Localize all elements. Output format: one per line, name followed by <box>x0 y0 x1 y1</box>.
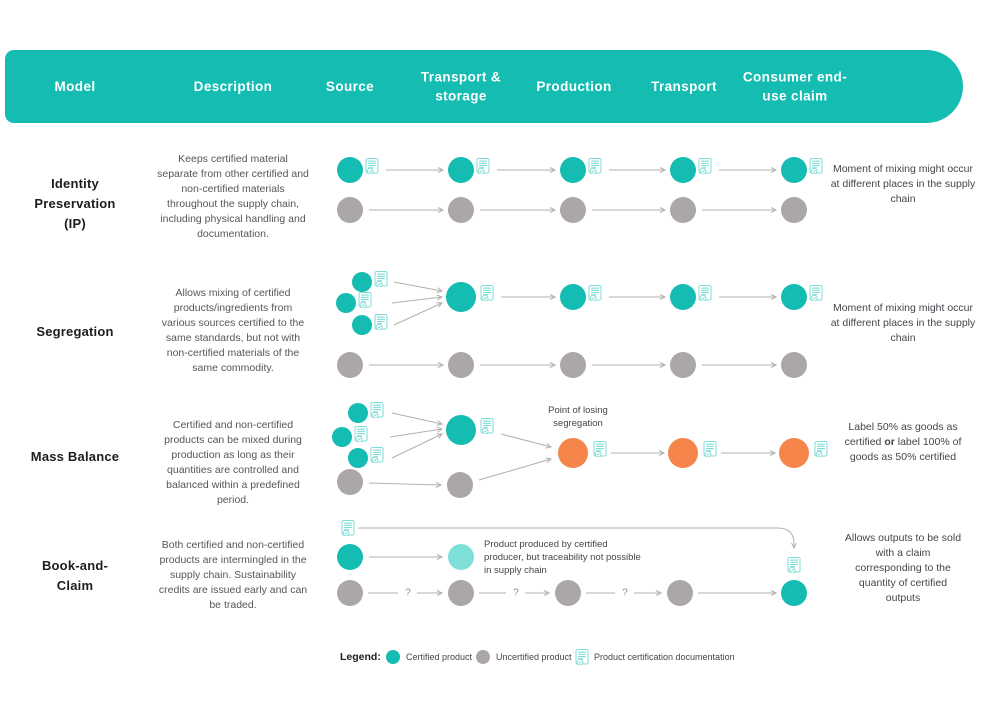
legend-label: Legend: <box>340 651 381 663</box>
column-header-transport-storage: Transport & storage <box>420 68 502 104</box>
certified-product-node <box>781 580 807 606</box>
uncertified-product-node <box>781 352 807 378</box>
certification-document-icon <box>358 292 372 308</box>
certified-product-node <box>560 157 586 183</box>
model-description: Allows mixing of certified products/ingr… <box>161 287 305 374</box>
certification-document-icon <box>809 158 823 174</box>
column-header-description: Description <box>193 78 273 94</box>
uncertified-product-node <box>337 580 363 606</box>
uncertified-product-node <box>670 352 696 378</box>
certification-document-icon <box>480 285 494 301</box>
note-text-bold: or <box>884 435 895 448</box>
model-name-identity-preservation: Identity Preservation (IP) <box>34 176 116 232</box>
certified-product-node <box>337 157 363 183</box>
certification-document-icon <box>698 285 712 301</box>
row-note: Moment of mixing might occur at differen… <box>830 302 976 344</box>
column-header-transport: Transport <box>651 78 717 94</box>
model-name-mass-balance: Mass Balance <box>30 449 120 464</box>
certified-product-node <box>560 284 586 310</box>
certification-document-icon <box>588 285 602 301</box>
certified-product-node <box>336 293 356 313</box>
untraceable-certified-product-node <box>448 544 474 570</box>
certified-product-node <box>352 315 372 335</box>
uncertainty-question-mark: ? <box>511 587 521 599</box>
uncertified-product-node <box>560 197 586 223</box>
certification-document-icon <box>370 447 384 463</box>
column-header-source: Source <box>325 78 375 94</box>
certified-product-node <box>448 157 474 183</box>
untraceable-product-note: Product produced by certified producer, … <box>484 539 641 576</box>
legend-item-label: Certified product <box>406 652 473 662</box>
certification-document-icon <box>370 402 384 418</box>
uncertified-product-node <box>560 352 586 378</box>
model-description: Both certified and non-certified product… <box>158 539 308 611</box>
uncertified-product-node <box>670 197 696 223</box>
certified-product-node <box>781 157 807 183</box>
note-text: Label 50% as goods as certified <box>844 421 958 448</box>
note-text: label 100% of goods as 50% certified <box>849 435 962 463</box>
certification-document-icon <box>476 158 490 174</box>
mixed-product-node <box>558 438 588 468</box>
certified-product-node <box>446 282 476 312</box>
uncertified-product-node <box>448 197 474 223</box>
certification-document-icon <box>374 271 388 287</box>
certification-document-icon <box>703 441 717 457</box>
certification-document-icon <box>575 649 589 665</box>
uncertified-product-node <box>448 580 474 606</box>
row-note: Allows outputs to be sold with a claim c… <box>844 532 962 604</box>
model-description: Keeps certified material separate from o… <box>157 153 309 240</box>
certification-document-icon <box>341 520 355 536</box>
certification-document-icon <box>365 158 379 174</box>
certification-document-icon <box>593 441 607 457</box>
uncertified-product-node <box>555 580 581 606</box>
model-name-segregation: Segregation <box>36 324 114 339</box>
certification-document-icon <box>374 314 388 330</box>
certified-product-node <box>781 284 807 310</box>
legend-item-label: Uncertified product <box>496 652 572 662</box>
header-band: Model Description Source Transport & sto… <box>5 50 963 123</box>
certification-document-icon <box>588 158 602 174</box>
row-note: Label 50% as goods as certified or label… <box>830 420 976 465</box>
certified-product-node <box>337 544 363 570</box>
certification-document-icon <box>480 418 494 434</box>
uncertified-product-node <box>337 197 363 223</box>
column-header-model: Model <box>54 78 96 94</box>
column-header-consumer-claim: Consumer end-use claim <box>742 68 848 104</box>
legend-item-label: Product certification documentation <box>594 652 735 662</box>
point-of-losing-segregation-label: Point of losing segregation <box>548 405 608 429</box>
certification-document-icon <box>698 158 712 174</box>
uncertified-product-node <box>337 469 363 495</box>
uncertified-product-node <box>447 472 473 498</box>
certified-product-node <box>670 284 696 310</box>
certified-product-node <box>352 272 372 292</box>
uncertified-product-node <box>337 352 363 378</box>
certification-document-icon <box>354 426 368 442</box>
model-description: Certified and non-certified products can… <box>164 419 302 506</box>
uncertainty-question-mark: ? <box>620 587 630 599</box>
uncertified-product-node <box>448 352 474 378</box>
uncertified-product-dot <box>476 650 490 664</box>
row-note: Moment of mixing might occur at differen… <box>830 163 976 205</box>
certification-document-icon <box>787 557 801 573</box>
certified-product-node <box>332 427 352 447</box>
column-header-production: Production <box>536 78 612 94</box>
model-name-book-and-claim: Book-and-Claim <box>41 558 109 594</box>
uncertified-product-node <box>667 580 693 606</box>
certified-product-node <box>348 403 368 423</box>
mixed-product-node <box>779 438 809 468</box>
mixed-product-node <box>668 438 698 468</box>
certified-product-node <box>446 415 476 445</box>
uncertainty-question-mark: ? <box>403 587 413 599</box>
certified-product-node <box>670 157 696 183</box>
certified-product-dot <box>386 650 400 664</box>
certification-document-icon <box>814 441 828 457</box>
uncertified-product-node <box>781 197 807 223</box>
certification-document-icon <box>809 285 823 301</box>
certified-product-node <box>348 448 368 468</box>
